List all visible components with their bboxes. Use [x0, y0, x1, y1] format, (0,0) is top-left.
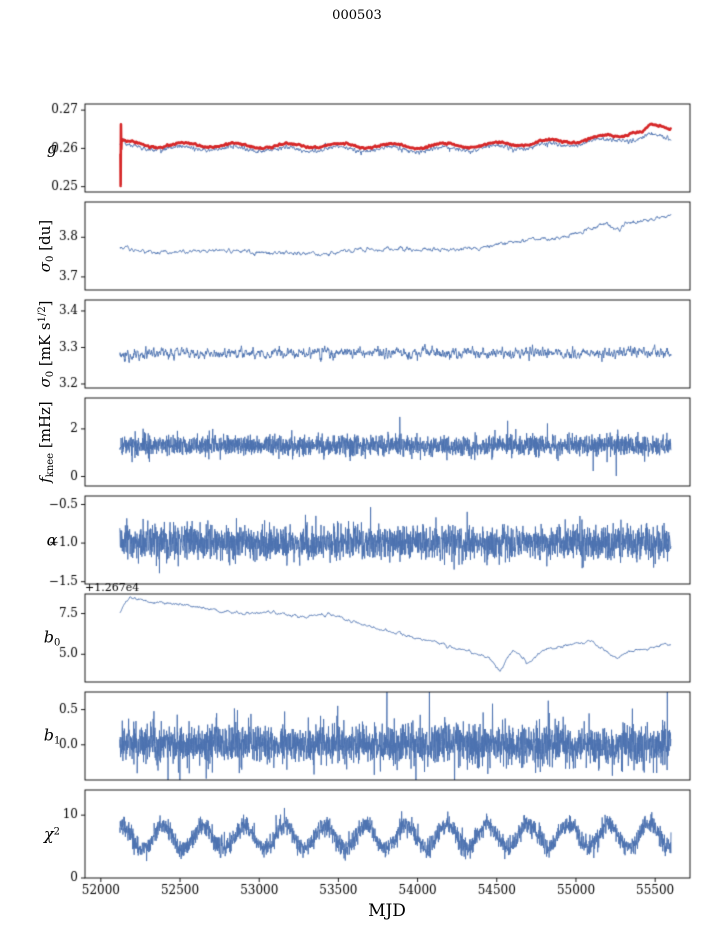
y-axis-label-sigma0-du: σ0 [du] — [36, 220, 56, 272]
y-axis-label-part: b — [43, 725, 54, 745]
chart-title: 000503 — [332, 8, 382, 23]
y-axis-label-part: ] — [36, 300, 54, 307]
y-axis-label-part: 1/2 — [37, 306, 48, 323]
y-axis-label-part: f — [36, 477, 54, 483]
y-axis-label-part: 1 — [53, 735, 61, 747]
y-axis-label-b0: b0 — [44, 628, 61, 649]
y-axis-label-part: 2 — [53, 826, 61, 838]
y-axis-label-part: 0 — [45, 255, 56, 262]
y-axis-label-part: 0 — [45, 370, 56, 378]
y-axis-label-b1: b1 — [44, 726, 61, 747]
y-axis-label-part: knee — [45, 452, 56, 478]
y-axis-label-fknee: fknee [mHz] — [36, 401, 56, 483]
y-axis-label-part: σ — [36, 377, 54, 388]
y-axis-label-part: σ — [36, 261, 54, 273]
y-axis-label-g: g — [47, 139, 57, 158]
y-axis-label-chi2: χ2 — [44, 825, 60, 844]
y-axis-label-part: [mK s — [36, 322, 54, 371]
y-axis-label-part: 0 — [53, 637, 61, 649]
y-axis-label-part: g — [46, 138, 58, 158]
y-axis-label-part: b — [43, 627, 54, 647]
y-axis-label-alpha: α — [47, 531, 58, 550]
y-axis-label-sigma0-mK: σ0 [mK s1/2] — [36, 300, 56, 387]
y-axis-label-part: χ — [43, 824, 54, 844]
y-axis-label-part: α — [46, 530, 58, 550]
y-axis-label-part: [mHz] — [36, 401, 54, 453]
y-axis-label-part: [du] — [36, 219, 54, 256]
x-axis-label: MJD — [368, 901, 406, 921]
